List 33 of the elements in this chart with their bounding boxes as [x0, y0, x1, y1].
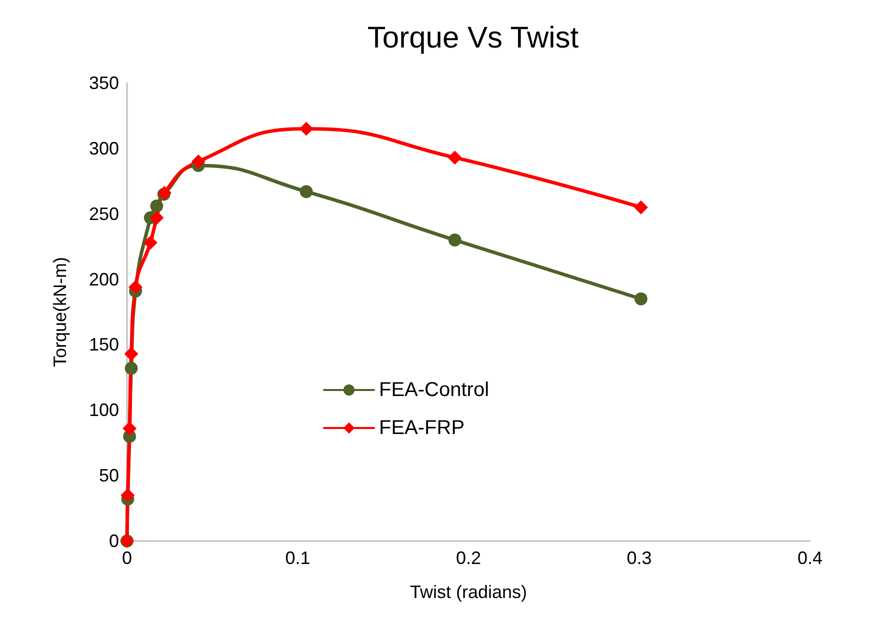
x-axis-title: Twist (radians) [410, 582, 528, 602]
point [124, 362, 138, 375]
y-tick-label: 250 [88, 204, 119, 224]
point [122, 421, 137, 436]
point [300, 185, 313, 198]
y-tick-label: 0 [108, 531, 119, 551]
y-tick-label: 300 [88, 138, 119, 158]
point [634, 200, 648, 214]
chart-title: Torque Vs Twist [367, 22, 580, 54]
point [448, 234, 462, 247]
legend-label: FEA-Control [379, 379, 490, 401]
point [634, 292, 648, 306]
y-tick-label: 50 [98, 466, 119, 486]
y-tick-label: 100 [88, 400, 119, 420]
point [448, 150, 462, 165]
point [128, 280, 143, 294]
x-tick-label: 0 [122, 548, 132, 568]
point [120, 488, 135, 502]
y-axis-title: Torque(kN-m) [50, 256, 70, 368]
point [150, 200, 164, 212]
y-tick-label: 150 [88, 334, 119, 355]
x-tick-label: 0.4 [797, 548, 823, 568]
legend-label: FEA-FRP [379, 417, 465, 439]
point [124, 346, 138, 361]
x-tick-label: 0.3 [626, 548, 652, 568]
y-tick-label: 200 [88, 269, 119, 290]
point [150, 210, 164, 225]
point [191, 154, 206, 169]
y-tick-label: 350 [88, 73, 119, 93]
point [299, 122, 314, 136]
x-tick-label: 0.2 [456, 548, 482, 568]
point [143, 236, 158, 250]
x-tick-label: 0.1 [285, 548, 310, 568]
